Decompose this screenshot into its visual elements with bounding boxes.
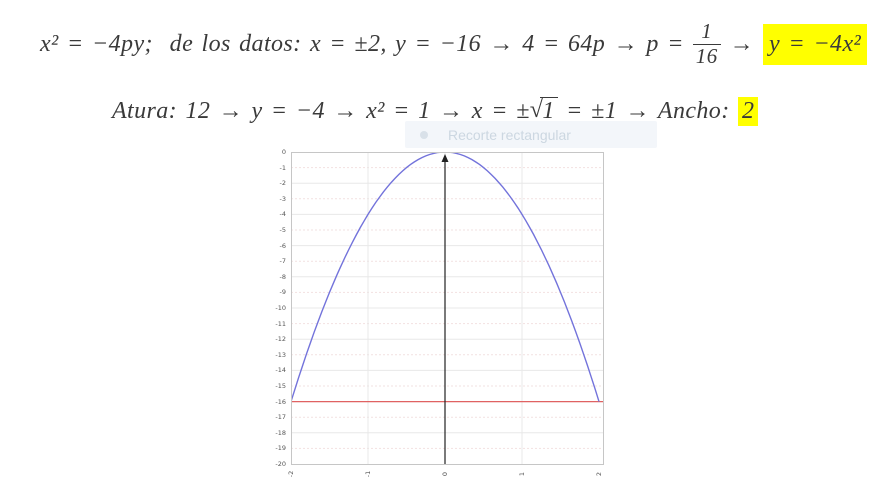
plot-svg bbox=[291, 152, 604, 465]
y-tick-label: 0 bbox=[281, 148, 286, 156]
line2-equation-text-cont: = ±1 → Ancho: bbox=[557, 97, 738, 124]
y-tick-label: -10 bbox=[275, 304, 286, 312]
line1-highlighted-result: y = −4x² bbox=[763, 23, 868, 65]
y-tick-label: -19 bbox=[275, 444, 286, 453]
y-tick-label: -1 bbox=[279, 163, 286, 172]
snip-overlay-label: Recorte rectangular bbox=[448, 126, 571, 143]
y-tick-label: -18 bbox=[275, 428, 286, 437]
fraction-numerator: 1 bbox=[701, 18, 713, 43]
x-tick-label: -2 bbox=[287, 470, 295, 478]
arrow-glyph: → bbox=[729, 30, 755, 57]
line1-equation-text: x² = −4py; de los datos: x = ±2, y = −16… bbox=[40, 30, 684, 57]
y-tick-label: -20 bbox=[275, 460, 286, 468]
y-tick-label: -6 bbox=[279, 241, 286, 250]
square-root: √ 1 bbox=[530, 97, 558, 125]
x-tick-label: 2 bbox=[595, 471, 603, 477]
y-tick-label: -13 bbox=[275, 350, 286, 359]
y-tick-label: -15 bbox=[275, 382, 286, 390]
math-line-1: x² = −4py; de los datos: x = ±2, y = −16… bbox=[40, 12, 868, 76]
parabola-curve bbox=[291, 152, 600, 402]
snip-overlay: Recorte rectangular bbox=[405, 121, 657, 148]
y-tick-label: -12 bbox=[275, 335, 286, 344]
y-tick-label: -2 bbox=[279, 179, 286, 188]
line2-highlighted-result: 2 bbox=[738, 96, 759, 126]
x-tick-label: 0 bbox=[441, 471, 449, 477]
bullet-dot-icon bbox=[420, 130, 428, 139]
parabola-chart: 0 -1 -2 -3 -4 -5 -6 -7 -8 -9 -10 -11 -12 -13 -14 -15 -16… bbox=[262, 148, 622, 496]
y-tick-label: -5 bbox=[279, 226, 286, 234]
x-tick-label: -1 bbox=[364, 470, 372, 478]
y-tick-label: -17 bbox=[275, 413, 286, 422]
x-tick-label: 1 bbox=[518, 471, 526, 477]
axis-arrowhead-icon bbox=[441, 154, 449, 162]
y-tick-label: -8 bbox=[279, 272, 286, 281]
plot-border bbox=[291, 152, 604, 465]
y-tick-label: -4 bbox=[279, 210, 286, 219]
y-tick-label: -7 bbox=[279, 257, 286, 266]
y-tick-label: -11 bbox=[275, 319, 286, 328]
math-line-2: Atura: 12 → y = −4 → x² = 1 → x = ± √ 1 =… bbox=[112, 93, 759, 129]
y-tick-label: -3 bbox=[279, 194, 286, 203]
y-tick-label: -16 bbox=[275, 397, 286, 406]
fraction-1-16: 1 16 bbox=[692, 18, 721, 69]
fraction-denominator: 16 bbox=[692, 43, 721, 69]
y-tick-label: -9 bbox=[279, 288, 286, 297]
line2-equation-text: Atura: 12 → y = −4 → x² = 1 → x = ± bbox=[112, 97, 530, 124]
y-tick-label: -14 bbox=[275, 366, 286, 375]
radicand: 1 bbox=[540, 97, 558, 125]
